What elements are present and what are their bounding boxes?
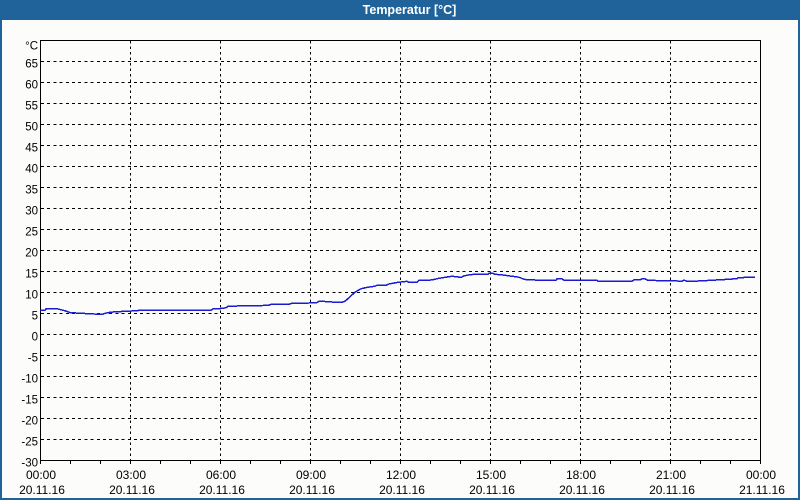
svg-text:06:00: 06:00	[206, 468, 236, 482]
svg-text:°C: °C	[25, 41, 38, 53]
svg-text:25: 25	[25, 226, 38, 238]
svg-text:50: 50	[25, 121, 38, 133]
svg-text:-5: -5	[28, 352, 38, 364]
svg-text:18:00: 18:00	[566, 468, 596, 482]
svg-text:55: 55	[25, 100, 38, 112]
svg-text:45: 45	[25, 142, 38, 154]
svg-text:20.11.16: 20.11.16	[379, 483, 425, 497]
svg-text:5: 5	[32, 310, 38, 322]
svg-text:21.11.16: 21.11.16	[739, 483, 785, 497]
svg-text:00:00: 00:00	[26, 468, 56, 482]
svg-text:65: 65	[25, 58, 38, 70]
svg-text:60: 60	[25, 79, 38, 91]
svg-text:15: 15	[25, 268, 38, 280]
svg-text:-10: -10	[21, 373, 38, 385]
svg-text:15:00: 15:00	[476, 468, 506, 482]
svg-text:20.11.16: 20.11.16	[649, 483, 695, 497]
svg-text:20.11.16: 20.11.16	[199, 483, 245, 497]
svg-text:40: 40	[25, 163, 38, 175]
svg-text:03:00: 03:00	[116, 468, 146, 482]
svg-text:35: 35	[25, 184, 38, 196]
svg-text:20.11.16: 20.11.16	[559, 483, 605, 497]
svg-text:20.11.16: 20.11.16	[19, 483, 65, 497]
svg-text:-25: -25	[21, 436, 38, 448]
svg-text:20.11.16: 20.11.16	[289, 483, 335, 497]
svg-text:09:00: 09:00	[296, 468, 326, 482]
svg-text:00:00: 00:00	[746, 468, 776, 482]
svg-text:-20: -20	[21, 415, 38, 427]
svg-text:12:00: 12:00	[386, 468, 416, 482]
svg-text:20.11.16: 20.11.16	[109, 483, 155, 497]
svg-text:0: 0	[32, 331, 38, 343]
svg-text:30: 30	[25, 205, 38, 217]
svg-text:20: 20	[25, 247, 38, 259]
svg-text:-30: -30	[21, 457, 38, 469]
svg-text:20.11.16: 20.11.16	[469, 483, 515, 497]
svg-text:-15: -15	[21, 394, 38, 406]
svg-text:10: 10	[25, 289, 38, 301]
svg-text:21:00: 21:00	[656, 468, 686, 482]
